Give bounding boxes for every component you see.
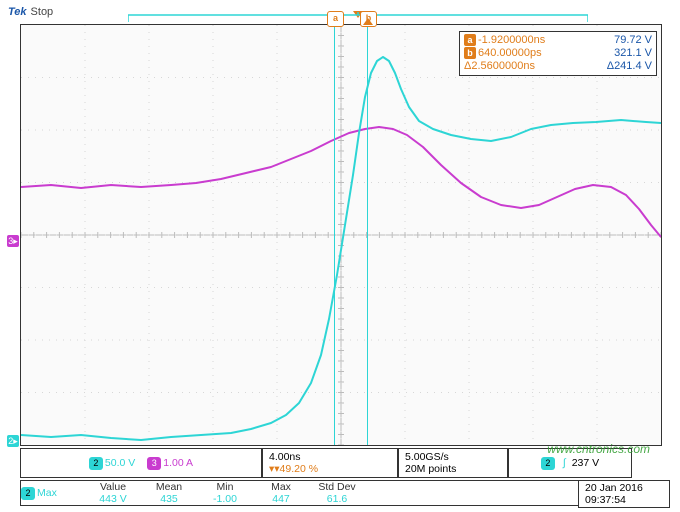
ch2-badge: 2 (89, 457, 103, 470)
trigger-arrow-icon (363, 18, 373, 25)
stats-row: 2 Max ValueMeanMinMaxStd Dev 443 V435-1.… (20, 480, 670, 506)
stats-label: 2 Max (21, 481, 85, 505)
cursor-a-hat: a (327, 11, 344, 27)
timestamp-box: 20 Jan 2016 09:37:54 (578, 480, 670, 508)
trig-level: 237 V (572, 457, 599, 469)
plot-svg (21, 25, 661, 445)
bottom-panel: 250.0 V 31.00 A 4.00ns ▾▾49.20 % 5.00GS/… (20, 448, 670, 506)
watermark: www.cntronics.com (547, 442, 650, 456)
ch3-gnd-marker: 3▸ (7, 235, 19, 247)
cursor-a-time: -1.9200000ns (478, 34, 545, 46)
trigger-pos: 49.20 % (280, 463, 319, 475)
cursor-b-val: 321.1 V (614, 47, 652, 60)
stats-headers: ValueMeanMinMaxStd Dev (85, 481, 365, 493)
timebase: 4.00ns (269, 451, 391, 463)
cursor-delta-time: Δ2.5600000ns (464, 60, 535, 73)
sample-rate: 5.00GS/s (405, 451, 501, 463)
top-bracket (128, 12, 588, 22)
cursor-b-time: 640.00000ps (478, 47, 542, 59)
ch2-gnd-marker: 2▸ (7, 435, 19, 447)
stats-name: Max (37, 487, 57, 499)
stats-ch-badge: 2 (21, 487, 35, 500)
timebase-cell: 4.00ns ▾▾49.20 % (262, 448, 398, 478)
channel-scales: 250.0 V 31.00 A (20, 448, 262, 478)
waveform-plot: a b a-1.9200000ns 79.72 V b640.00000ps 3… (20, 24, 662, 446)
ch2-scale: 50.0 V (105, 457, 135, 469)
cursor-a[interactable]: a (334, 25, 335, 445)
cursor-delta-val: Δ241.4 V (607, 60, 652, 73)
record-length: 20M points (405, 463, 501, 475)
brand-label: Tek (8, 6, 27, 18)
acq-state: Stop (31, 6, 54, 18)
ch3-badge: 3 (147, 457, 161, 470)
cursor-b[interactable]: b (367, 25, 368, 445)
ch3-scale: 1.00 A (163, 457, 193, 469)
rising-edge-icon: ∫ (563, 457, 566, 469)
trig-ch-badge: 2 (541, 457, 555, 470)
date: 20 Jan 2016 (585, 482, 663, 494)
acq-cell: 5.00GS/s 20M points (398, 448, 508, 478)
stats-values: 443 V435-1.0044761.6 (85, 493, 365, 505)
time: 09:37:54 (585, 494, 663, 506)
cursor-readout: a-1.9200000ns 79.72 V b640.00000ps 321.1… (459, 31, 657, 76)
cursor-b-icon: b (464, 47, 476, 59)
cursor-a-icon: a (464, 34, 476, 46)
cursor-a-val: 79.72 V (614, 34, 652, 47)
